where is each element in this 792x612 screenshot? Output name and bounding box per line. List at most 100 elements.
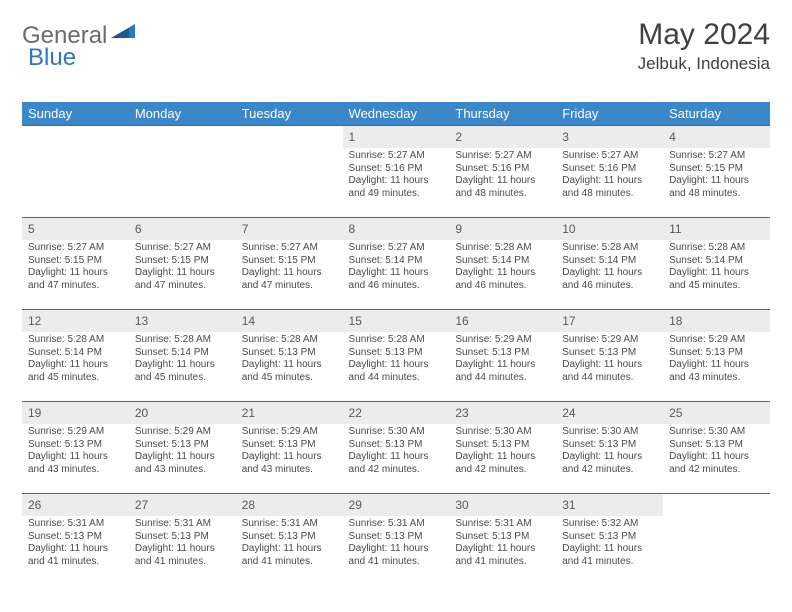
day-number: 17 — [562, 314, 575, 328]
day-number: 26 — [28, 498, 41, 512]
daylight-text: Daylight: 11 hours and 43 minutes. — [242, 451, 337, 476]
calendar-day-cell: 16Sunrise: 5:29 AMSunset: 5:13 PMDayligh… — [449, 310, 556, 402]
day-number: 20 — [135, 406, 148, 420]
day-number-bar: 30 — [449, 494, 556, 516]
sunset-text: Sunset: 5:15 PM — [669, 163, 764, 176]
sunset-text: Sunset: 5:16 PM — [455, 163, 550, 176]
weekday-header: Monday — [129, 102, 236, 126]
sunset-text: Sunset: 5:15 PM — [28, 255, 123, 268]
calendar-day-cell: 22Sunrise: 5:30 AMSunset: 5:13 PMDayligh… — [343, 402, 450, 494]
sunset-text: Sunset: 5:13 PM — [242, 439, 337, 452]
sunset-text: Sunset: 5:14 PM — [349, 255, 444, 268]
day-number-bar: 17 — [556, 310, 663, 332]
calendar-day-cell: 27Sunrise: 5:31 AMSunset: 5:13 PMDayligh… — [129, 494, 236, 586]
day-number-bar: 2 — [449, 126, 556, 148]
calendar-day-cell — [663, 494, 770, 586]
day-number-bar: 1 — [343, 126, 450, 148]
sunrise-text: Sunrise: 5:31 AM — [28, 518, 123, 531]
calendar-day-cell: 3Sunrise: 5:27 AMSunset: 5:16 PMDaylight… — [556, 126, 663, 218]
daylight-text: Daylight: 11 hours and 43 minutes. — [669, 359, 764, 384]
day-number-bar: 21 — [236, 402, 343, 424]
day-number-bar: 23 — [449, 402, 556, 424]
day-number: 13 — [135, 314, 148, 328]
calendar-day-cell: 28 Sunrise: 5:31 AMSunset: 5:13 PMDayligh… — [236, 494, 343, 586]
day-number-bar: 18 — [663, 310, 770, 332]
sunrise-text: Sunrise: 5:29 AM — [669, 334, 764, 347]
sunset-text: Sunset: 5:14 PM — [135, 347, 230, 360]
sunrise-text: Sunrise: 5:29 AM — [242, 426, 337, 439]
day-number: 27 — [135, 498, 148, 512]
daylight-text: Daylight: 11 hours and 44 minutes. — [455, 359, 550, 384]
daylight-text: Daylight: 11 hours and 48 minutes. — [669, 175, 764, 200]
day-detail: Sunrise: 5:27 AMSunset: 5:14 PMDaylight:… — [343, 240, 450, 296]
calendar-day-cell — [129, 126, 236, 218]
sunset-text: Sunset: 5:16 PM — [349, 163, 444, 176]
sunset-text: Sunset: 5:14 PM — [28, 347, 123, 360]
day-detail: Sunrise: 5:29 AMSunset: 5:13 PMDaylight:… — [663, 332, 770, 388]
daylight-text: Daylight: 11 hours and 48 minutes. — [562, 175, 657, 200]
day-detail: Sunrise: 5:30 AMSunset: 5:13 PMDaylight:… — [343, 424, 450, 480]
day-detail: Sunrise: 5:27 AMSunset: 5:16 PMDaylight:… — [343, 148, 450, 204]
sunrise-text: Sunrise: 5:27 AM — [28, 242, 123, 255]
day-detail: Sunrise: 5:30 AMSunset: 5:13 PMDaylight:… — [556, 424, 663, 480]
day-number-bar: 9 — [449, 218, 556, 240]
calendar-day-cell: 11Sunrise: 5:28 AMSunset: 5:14 PMDayligh… — [663, 218, 770, 310]
sunset-text: Sunset: 5:13 PM — [669, 439, 764, 452]
day-number: 9 — [455, 222, 462, 236]
calendar-day-cell: 10Sunrise: 5:28 AMSunset: 5:14 PMDayligh… — [556, 218, 663, 310]
calendar-week-row: 5 Sunrise: 5:27 AMSunset: 5:15 PM Daylight… — [22, 218, 770, 310]
day-number-bar: 29 — [343, 494, 450, 516]
calendar-day-cell: 29Sunrise: 5:31 AMSunset: 5:13 PMDayligh… — [343, 494, 450, 586]
sunrise-text: Sunrise: 5:31 AM — [135, 518, 230, 531]
day-number-bar: 6 — [129, 218, 236, 240]
sunset-text: Sunset: 5:13 PM — [349, 347, 444, 360]
sunset-text: Sunset: 5:13 PM — [135, 439, 230, 452]
sunset-text: Sunset: 5:13 PM — [242, 347, 337, 360]
daylight-text: Daylight: 11 hours and 45 minutes. — [28, 359, 123, 384]
day-detail: Sunrise: 5:31 AMSunset: 5:13 PMDaylight:… — [22, 516, 129, 572]
daylight-text: Daylight: 11 hours and 41 minutes. — [135, 543, 230, 568]
calendar-day-cell: 30Sunrise: 5:31 AMSunset: 5:13 PMDayligh… — [449, 494, 556, 586]
daylight-text: Daylight: 11 hours and 45 minutes. — [135, 359, 230, 384]
sunset-text: Sunset: 5:13 PM — [455, 531, 550, 544]
day-detail: Sunrise: 5:32 AMSunset: 5:13 PMDaylight:… — [556, 516, 663, 572]
sunset-text: Sunset: 5:13 PM — [669, 347, 764, 360]
day-number: 10 — [562, 222, 575, 236]
daylight-text: Daylight: 11 hours and 41 minutes. — [455, 543, 550, 568]
calendar-day-cell: 13Sunrise: 5:28 AMSunset: 5:14 PMDayligh… — [129, 310, 236, 402]
day-number: 16 — [455, 314, 468, 328]
calendar-day-cell: 25Sunrise: 5:30 AMSunset: 5:13 PMDayligh… — [663, 402, 770, 494]
sunrise-text: Sunrise: 5:30 AM — [669, 426, 764, 439]
sunrise-text: Sunrise: 5:30 AM — [455, 426, 550, 439]
day-detail: Sunrise: 5:27 AMSunset: 5:15 PMDaylight:… — [663, 148, 770, 204]
daylight-text: Daylight: 11 hours and 42 minutes. — [349, 451, 444, 476]
day-number-bar: 24 — [556, 402, 663, 424]
daylight-text: Daylight: 11 hours and 43 minutes. — [28, 451, 123, 476]
day-detail: Sunrise: 5:31 AMSunset: 5:13 PMDaylight:… — [449, 516, 556, 572]
calendar-day-cell: 4Sunrise: 5:27 AMSunset: 5:15 PMDaylight… — [663, 126, 770, 218]
calendar-day-cell: 17Sunrise: 5:29 AMSunset: 5:13 PMDayligh… — [556, 310, 663, 402]
sunset-text: Sunset: 5:13 PM — [28, 531, 123, 544]
weekday-header: Friday — [556, 102, 663, 126]
daylight-text: Daylight: 11 hours and 49 minutes. — [349, 175, 444, 200]
calendar-week-row: 19Sunrise: 5:29 AMSunset: 5:13 PMDayligh… — [22, 402, 770, 494]
day-number-bar: 11 — [663, 218, 770, 240]
day-number: 3 — [562, 130, 569, 144]
day-number-bar: 7 — [236, 218, 343, 240]
daylight-text: Daylight: 11 hours and 48 minutes. — [455, 175, 550, 200]
calendar-day-cell: 7Sunrise: 5:27 AMSunset: 5:15 PMDaylight… — [236, 218, 343, 310]
location-label: Jelbuk, Indonesia — [638, 54, 770, 74]
day-number: 28 — [242, 498, 255, 512]
daylight-text: Daylight: 11 hours and 44 minutes. — [562, 359, 657, 384]
daylight-text: Daylight: 11 hours and 46 minutes. — [562, 267, 657, 292]
calendar-day-cell: 20Sunrise: 5:29 AMSunset: 5:13 PMDayligh… — [129, 402, 236, 494]
sunset-text: Sunset: 5:13 PM — [28, 439, 123, 452]
weekday-header: Saturday — [663, 102, 770, 126]
sunset-text: Sunset: 5:14 PM — [669, 255, 764, 268]
calendar-day-cell: 8Sunrise: 5:27 AMSunset: 5:14 PMDaylight… — [343, 218, 450, 310]
day-detail: Sunrise: 5:31 AMSunset: 5:13 PMDaylight:… — [236, 516, 343, 572]
day-number-bar: 5 — [22, 218, 129, 240]
calendar-day-cell: 15Sunrise: 5:28 AMSunset: 5:13 PMDayligh… — [343, 310, 450, 402]
day-number-bar: 22 — [343, 402, 450, 424]
calendar-day-cell: 31Sunrise: 5:32 AMSunset: 5:13 PMDayligh… — [556, 494, 663, 586]
